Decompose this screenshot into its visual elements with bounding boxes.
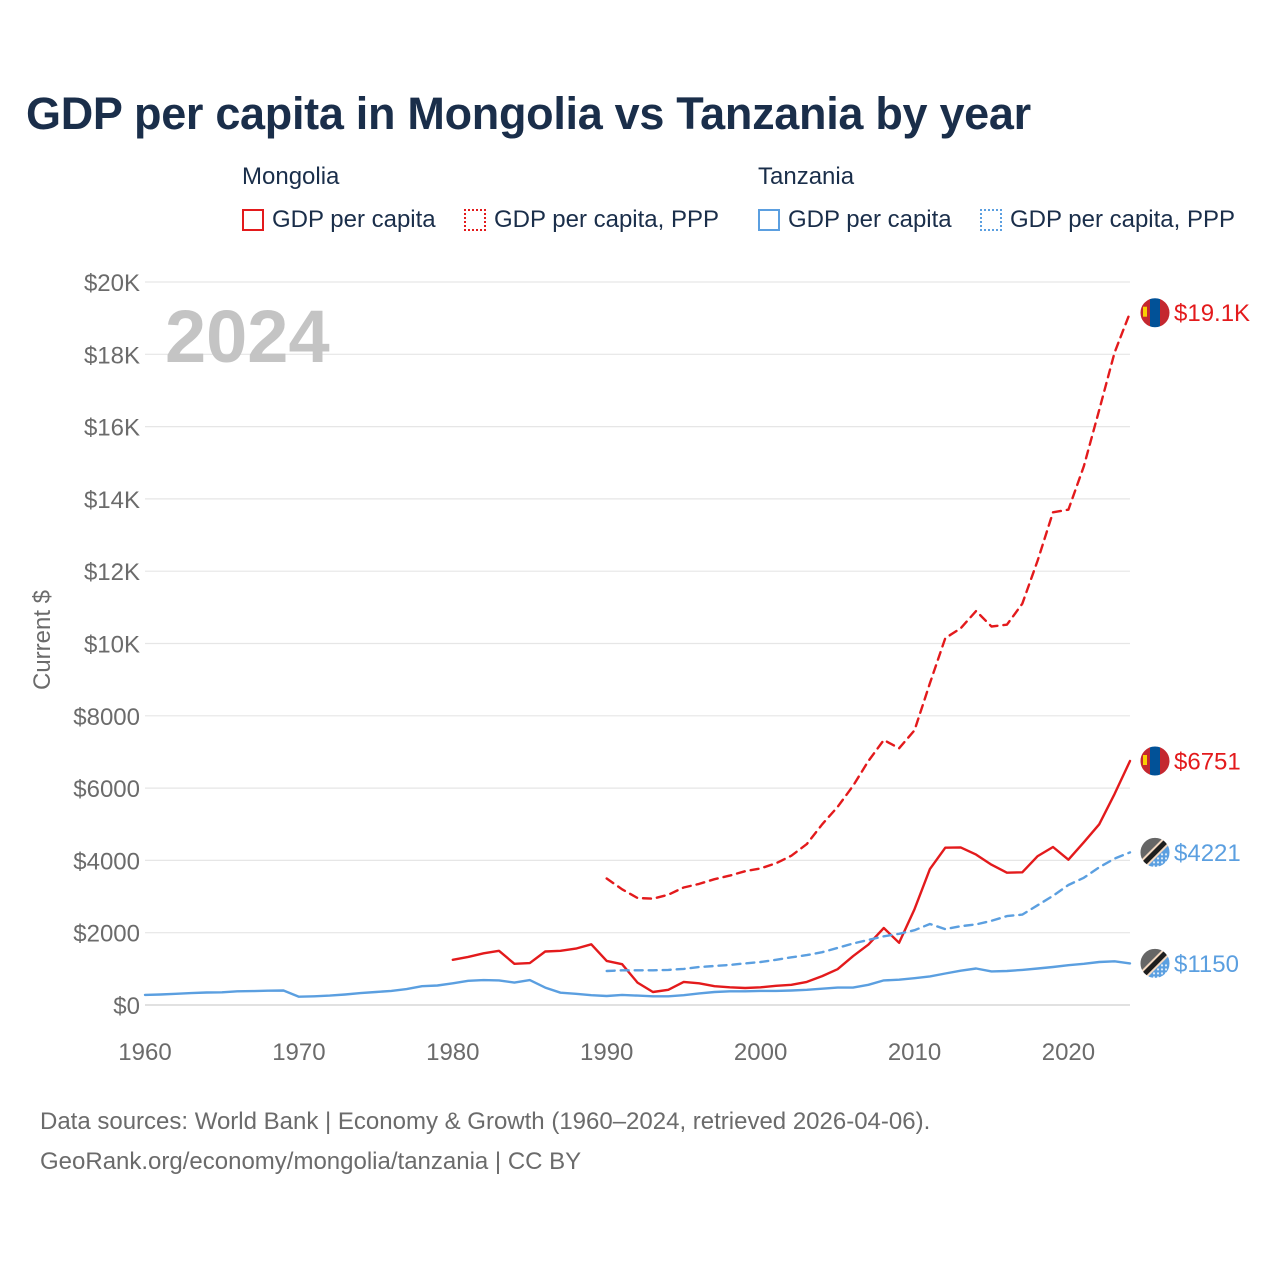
x-tick-label: 1970 xyxy=(272,1039,325,1066)
legend-swatch-mongolia-dotted xyxy=(464,209,486,231)
x-tick-label: 1960 xyxy=(118,1039,171,1066)
y-tick-label: $4000 xyxy=(73,848,140,875)
y-axis-label: Current $ xyxy=(29,590,56,690)
x-tick-label: 2020 xyxy=(1042,1039,1095,1066)
legend-swatch-tanzania-solid xyxy=(758,209,780,231)
legend-label: GDP per capita, PPP xyxy=(1010,206,1235,233)
series-end-label: $4221 xyxy=(1174,840,1241,867)
y-tick-label: $8000 xyxy=(73,704,140,731)
y-tick-label: $20K xyxy=(84,270,140,297)
x-tick-label: 2000 xyxy=(734,1039,787,1066)
y-tick-label: $18K xyxy=(84,342,140,369)
grid-lines xyxy=(145,281,1130,1006)
series-line-mongolia-solid xyxy=(451,759,1132,994)
series-end-label: $19.1K xyxy=(1174,300,1250,327)
legend-item-tanzania-gdp-ppp[interactable]: GDP per capita, PPP xyxy=(980,205,1235,235)
series-lines xyxy=(143,311,1132,998)
y-tick-label: $6000 xyxy=(73,776,140,803)
legend-swatch-mongolia-solid xyxy=(242,209,264,231)
chart-title: GDP per capita in Mongolia vs Tanzania b… xyxy=(26,88,1031,139)
legend-label: GDP per capita xyxy=(272,206,436,233)
mongolia-flag-icon xyxy=(1139,745,1171,777)
y-tick-label: $2000 xyxy=(73,921,140,948)
legend-item-tanzania-gdp[interactable]: GDP per capita xyxy=(758,205,952,235)
series-line-tanzania-dashed xyxy=(605,851,1132,973)
y-axis-ticks: $0 $2000 $4000 $6000 $8000 $10K $12K $14K $16K $1… xyxy=(73,270,140,1020)
legend-item-mongolia-gdp-ppp[interactable]: GDP per capita, PPP xyxy=(464,205,719,235)
series-end-label: $1150 xyxy=(1174,951,1239,978)
tanzania-flag-icon xyxy=(1139,836,1171,868)
legend-swatch-tanzania-dotted xyxy=(980,209,1002,231)
legend-label: GDP per capita xyxy=(788,206,952,233)
legend-item-mongolia-gdp[interactable]: GDP per capita xyxy=(242,205,436,235)
x-tick-label: 1990 xyxy=(580,1039,633,1066)
series-end-label: $6751 xyxy=(1174,748,1241,775)
series-line-mongolia-dashed xyxy=(605,311,1132,900)
legend-label: GDP per capita, PPP xyxy=(494,206,719,233)
legend-group-tanzania: Tanzania xyxy=(758,163,855,190)
x-axis-ticks: 1960 1970 1980 1990 2000 2010 2020 xyxy=(118,1039,1095,1066)
tanzania-flag-icon xyxy=(1139,947,1171,979)
y-tick-label: $12K xyxy=(84,559,140,586)
x-tick-label: 1980 xyxy=(426,1039,479,1066)
y-tick-label: $16K xyxy=(84,415,140,442)
y-tick-label: $14K xyxy=(84,487,140,514)
legend-group-mongolia: Mongolia xyxy=(242,163,340,190)
mongolia-flag-icon xyxy=(1139,297,1171,329)
year-watermark: 2024 xyxy=(165,295,330,378)
series-line-tanzania-solid xyxy=(143,960,1132,998)
y-tick-label: $10K xyxy=(84,632,140,659)
series-end-markers: $6751 $19.1K $1150 $4221 xyxy=(1139,297,1250,979)
y-tick-label: $0 xyxy=(113,993,140,1020)
x-tick-label: 2010 xyxy=(888,1039,941,1066)
source-line-2[interactable]: GeoRank.org/economy/mongolia/tanzania | … xyxy=(40,1148,582,1175)
source-line-1: Data sources: World Bank | Economy & Gro… xyxy=(40,1108,931,1135)
